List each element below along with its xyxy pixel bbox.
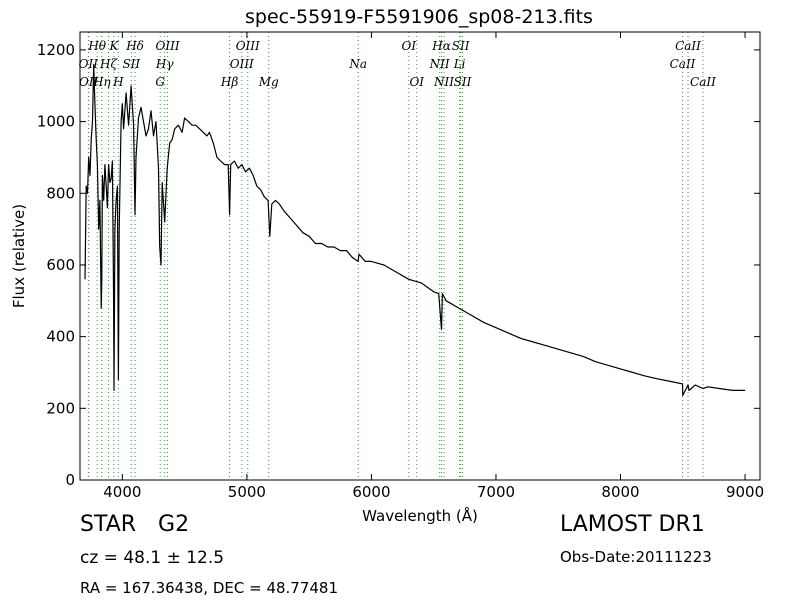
spectral-line-label: NII <box>429 57 450 71</box>
y-tick-label: 200 <box>46 399 75 417</box>
spectral-line-label: Li <box>453 57 466 71</box>
spectral-line-label: SII <box>454 75 472 89</box>
redshift-label: cz = 48.1 ± 12.5 <box>80 548 225 568</box>
emission-line-markers: OIIOIIHθHηHζKHSIIHδGHγOIIIHβOIIIOIIIMgNa… <box>79 32 716 480</box>
x-axis: 4000 5000 6000 7000 8000 9000 <box>103 32 764 501</box>
spectral-line-label: Hβ <box>220 75 238 89</box>
y-tick-label: 400 <box>46 328 75 346</box>
spectral-line-label: OIII <box>156 39 180 53</box>
spectral-line-label: Hζ <box>99 57 118 71</box>
spectral-line-label: Hγ <box>155 57 174 71</box>
spectral-line-label: OI <box>402 39 417 53</box>
chart-title: spec-55919-F5591906_sp08-213.fits <box>245 6 593 28</box>
y-tick-label: 600 <box>46 256 75 274</box>
spectrum-line <box>84 63 746 396</box>
spectral-line-label: SII <box>452 39 470 53</box>
spectral-line-label: CaII <box>670 57 696 71</box>
y-tick-label: 1200 <box>37 41 75 59</box>
x-tick-label: 5000 <box>228 483 266 501</box>
spectral-line-label: Mg <box>258 75 279 89</box>
y-axis: 0 200 400 600 800 1000 1200 <box>37 41 760 489</box>
subclass-label: G2 <box>158 512 190 537</box>
obs-date-label: Obs-Date:20111223 <box>560 548 712 566</box>
object-class: STAR G2 <box>80 512 189 537</box>
spectral-line-label: Hα <box>431 39 451 53</box>
x-tick-label: 8000 <box>601 483 639 501</box>
spectral-line-label: H <box>112 75 124 89</box>
spectral-line-label: OI <box>409 75 424 89</box>
x-axis-label: Wavelength (Å) <box>362 506 478 525</box>
y-tick-label: 800 <box>46 184 75 202</box>
x-tick-label: 9000 <box>726 483 764 501</box>
spectral-line-label: Hη <box>92 75 111 89</box>
y-axis-label: Flux (relative) <box>10 204 28 308</box>
spectral-line-label: K <box>109 39 120 53</box>
class-label: STAR <box>80 512 137 537</box>
y-tick-label: 0 <box>65 471 75 489</box>
spectral-line-label: Na <box>348 57 367 71</box>
spectral-line-label: OIII <box>230 57 254 71</box>
spectral-line-label: SII <box>122 57 140 71</box>
spectral-line-label: CaII <box>690 75 716 89</box>
x-tick-label: 4000 <box>103 483 141 501</box>
spectral-line-label: Hθ <box>87 39 106 53</box>
spectral-line-label: OIII <box>236 39 260 53</box>
x-tick-label: 7000 <box>477 483 515 501</box>
x-tick-label: 6000 <box>352 483 390 501</box>
spectral-line-label: Hδ <box>125 39 144 53</box>
survey-label: LAMOST DR1 <box>560 512 705 537</box>
plot-frame <box>79 31 761 481</box>
spectral-line-label: G <box>155 75 165 89</box>
y-tick-label: 1000 <box>37 113 75 131</box>
spectral-line-label: CaII <box>675 39 701 53</box>
spectral-line-label: NII <box>433 75 454 89</box>
coordinates-label: RA = 167.36438, DEC = 48.77481 <box>80 579 339 597</box>
